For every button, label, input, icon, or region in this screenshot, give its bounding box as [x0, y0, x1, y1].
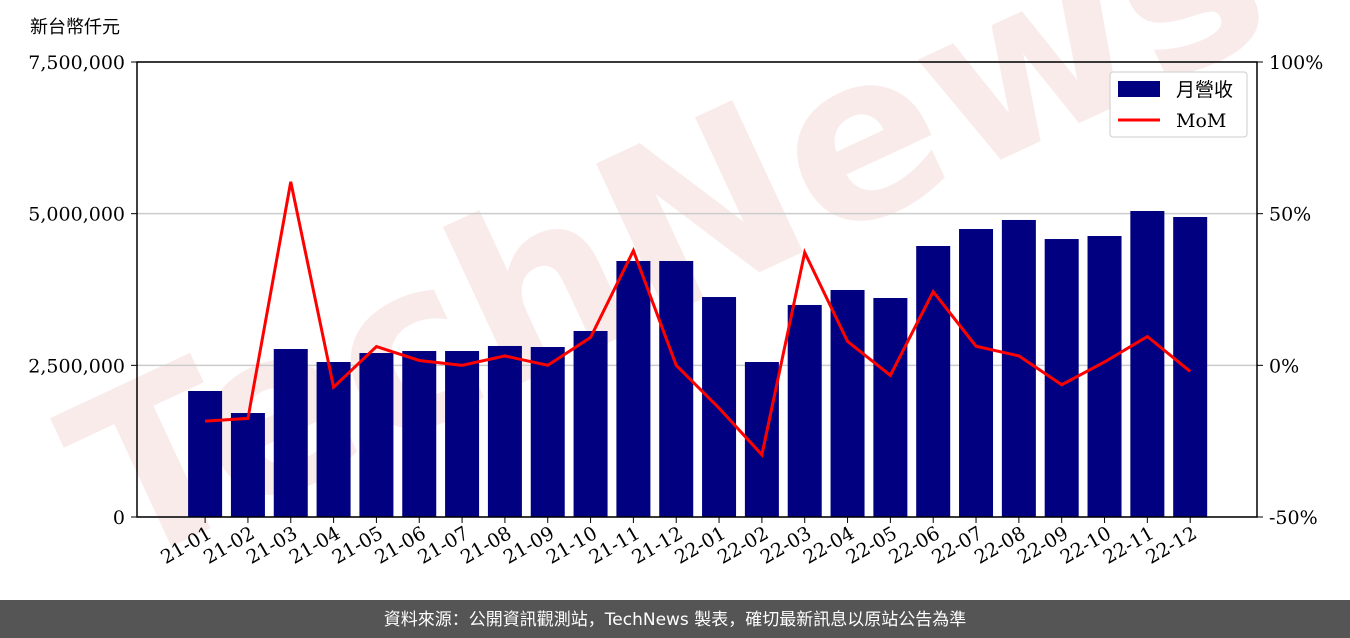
bar: [359, 353, 394, 517]
bar: [916, 246, 951, 517]
y-tick-label: 2,500,000: [28, 355, 125, 377]
line: [205, 181, 1192, 458]
plot-frame: [136, 61, 1258, 518]
bar: [402, 351, 437, 517]
legend-label: 月營收: [1176, 79, 1233, 101]
y2-tick-label: 100%: [1269, 52, 1323, 74]
bar: [1173, 217, 1208, 517]
bar: [744, 361, 779, 517]
legend-swatch: [1118, 81, 1160, 97]
bar: [530, 347, 565, 517]
y-tick-label: 7,500,000: [28, 52, 125, 74]
bar: [616, 260, 651, 517]
y-tick-label: 0: [113, 507, 125, 529]
bar: [573, 330, 608, 517]
bar: [873, 297, 908, 517]
bar: [273, 349, 308, 517]
bar: [445, 351, 480, 517]
bar: [787, 304, 822, 517]
source: 資料來源：公開資訊觀測站，TechNews 製表，確切最新訊息以原站公告為準: [384, 610, 966, 630]
bar: [1001, 219, 1036, 517]
y-axis-label: 新台幣仟元: [30, 17, 120, 38]
y2-tick-label: -50%: [1269, 507, 1318, 529]
y2-tick-label: 0%: [1269, 355, 1299, 377]
bar: [230, 413, 265, 517]
bar: [487, 345, 522, 517]
legend-label: MoM: [1176, 110, 1226, 132]
bar: [959, 229, 994, 518]
x-tick-label: 22-12: [1142, 522, 1200, 568]
bar: [188, 390, 223, 517]
bar: [830, 289, 865, 517]
bar: [659, 260, 694, 517]
bar: [1087, 235, 1122, 517]
footer: [0, 600, 1350, 638]
y-tick-label: 5,000,000: [28, 204, 125, 226]
y2-tick-label: 50%: [1269, 204, 1311, 226]
bar: [1130, 210, 1165, 518]
